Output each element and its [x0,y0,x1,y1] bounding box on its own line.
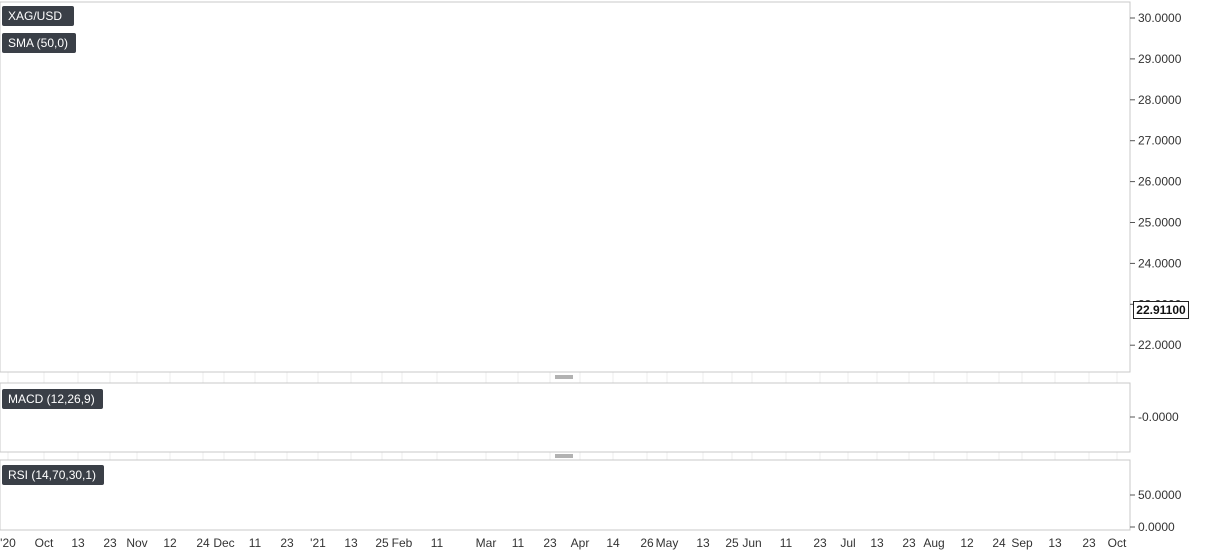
x-tick-label: 12 [163,536,177,550]
x-tick-label: 12 [960,536,974,550]
x-tick-label: 24 [196,536,210,550]
x-tick-label: Sep [1011,536,1033,550]
x-tick-label: Dec [213,536,234,550]
x-tick-label: 25 [725,536,739,550]
x-tick-label: 23 [103,536,117,550]
x-tick-label: Mar [476,536,497,550]
x-tick-label: Jun [742,536,761,550]
x-tick-label: 14 [606,536,620,550]
symbol-tag[interactable]: XAG/USD [2,6,75,26]
x-tick-label: 23 [280,536,294,550]
x-tick-label: Oct [1108,536,1127,550]
x-tick-label: 25 [375,536,389,550]
y-tick-label: 30.0000 [1138,11,1182,25]
panel-frame-1 [0,382,1131,453]
panel-frame-0 [0,1,1131,373]
x-tick-label: 13 [1048,536,1062,550]
symbol-label: XAG/USD [8,9,63,23]
rsi-tag[interactable]: RSI (14,70,30,1) [2,465,105,485]
macd-tag[interactable]: MACD (12,26,9) [2,389,103,409]
rsi-y-label: 50.0000 [1138,488,1182,502]
x-tick-label: 23 [1082,536,1096,550]
macd-y-label: -0.0000 [1138,410,1179,424]
y-tick-label: 25.0000 [1138,216,1182,230]
sma-label: SMA (50,0) [8,36,69,50]
x-tick-label: 11 [780,536,793,550]
rsi-y-label: 0.0000 [1138,520,1175,534]
y-tick-label: 28.0000 [1138,93,1182,107]
y-tick-label: 22.0000 [1138,338,1182,352]
x-tick-label: 13 [696,536,710,550]
axes: '20 Oct 13 23 Nov 12 24 Dec 11 23'21 13 25 Feb 11 Mar 1… [0,1,1182,550]
x-tick-label: 11 [249,536,262,550]
y-tick-label: 29.0000 [1138,52,1182,66]
panel-frame-2 [0,459,1131,531]
x-tick-label: Aug [923,536,944,550]
sma-tag[interactable]: SMA (50,0) [2,33,77,53]
x-tick-label: 11 [431,536,444,550]
x-tick-label: Apr [571,536,590,550]
y-tick-label: 26.0000 [1138,175,1182,189]
x-tick-label: 13 [870,536,884,550]
current-price-label: 22.91100 [1133,301,1189,319]
y-tick-label: 24.0000 [1138,256,1182,270]
y-tick-label: 27.0000 [1138,134,1182,148]
x-tick-label: '20 [0,536,16,550]
x-tick-label: May [656,536,679,550]
x-tick-label: 26 [640,536,654,550]
x-tick-label: 13 [71,536,85,550]
x-tick-label: Feb [392,536,413,550]
x-tick-label: 23 [543,536,557,550]
x-tick-label: Jul [840,536,855,550]
x-tick-label: Oct [35,536,54,550]
x-tick-label: 13 [344,536,358,550]
x-tick-label: 23 [902,536,916,550]
x-tick-label: Nov [126,536,147,550]
macd-label: MACD (12,26,9) [8,392,95,406]
rsi-label: RSI (14,70,30,1) [8,468,97,482]
x-tick-label: 24 [992,536,1006,550]
x-tick-label: 11 [512,536,525,550]
x-tick-label: '21 [310,536,326,550]
x-tick-label: 23 [813,536,827,550]
